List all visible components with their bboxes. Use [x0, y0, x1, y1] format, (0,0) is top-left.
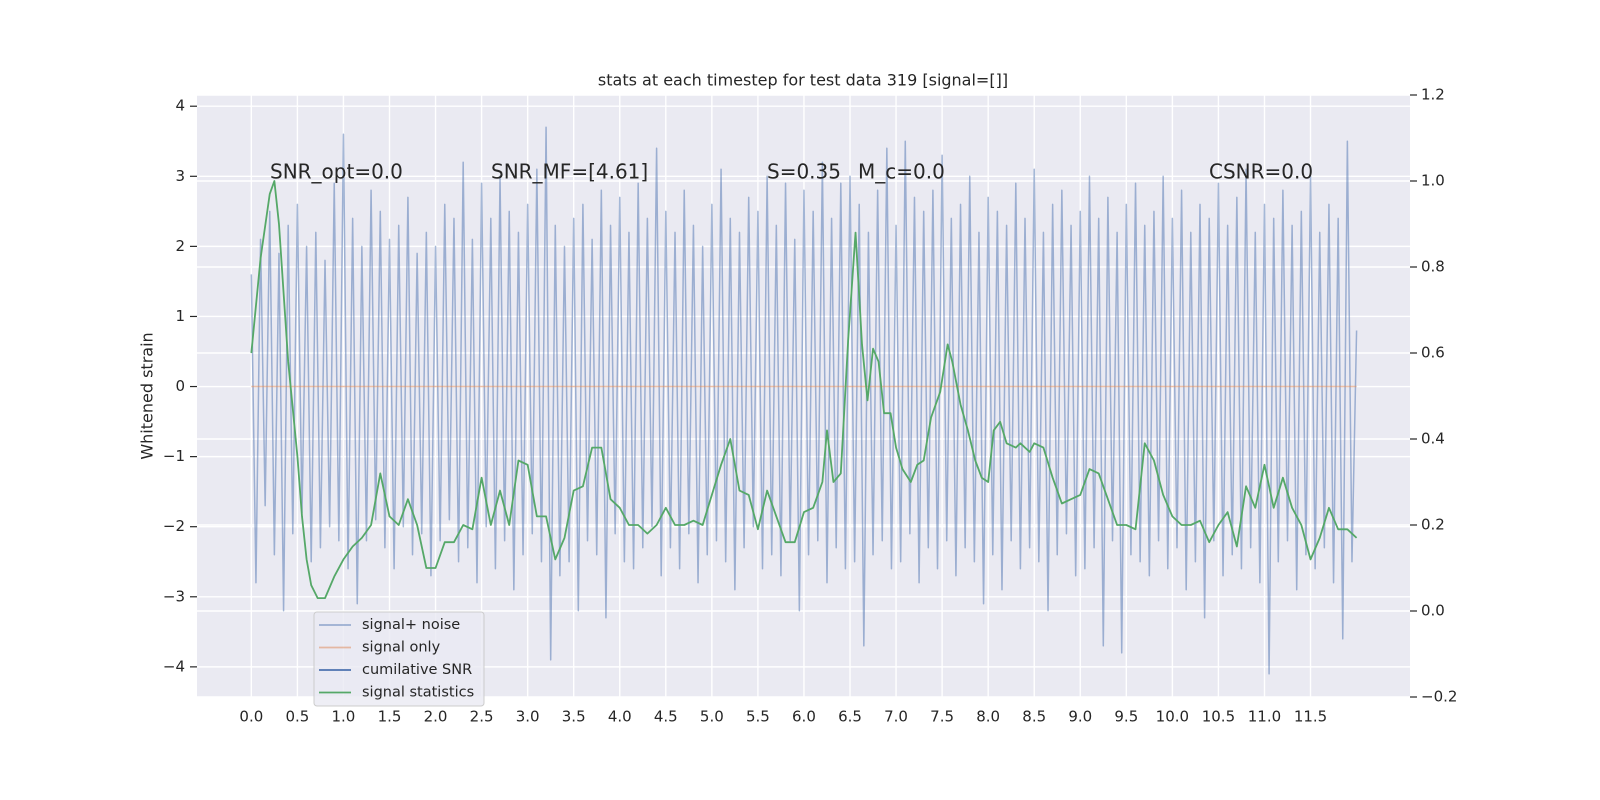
legend-label: signal statistics — [362, 685, 474, 701]
x-tick-label: 10.5 — [1202, 708, 1235, 726]
overlay-layer: −4 −3 −2 −1 0 1 2 3 4 −0.2 0.0 0.2 0.4 0.6 0.8 1.0 1.2 0.… — [163, 86, 1458, 726]
series-line — [250, 126, 1358, 675]
y2-tick-label: 0.0 — [1421, 602, 1445, 620]
x-tick-label: 9.0 — [1068, 708, 1092, 726]
x-tick-label: 3.0 — [516, 708, 540, 726]
legend: signal+ noise signal only cumilative SNR si… — [313, 611, 485, 707]
y-tick-label: −4 — [163, 657, 185, 675]
x-tick-label: 0.0 — [239, 708, 263, 726]
y-tick-label: 1 — [175, 307, 185, 325]
y2-tick-label: 0.6 — [1421, 344, 1445, 362]
x-tick-label: 1.5 — [378, 708, 402, 726]
y-tick-label: 0 — [175, 377, 185, 395]
x-tick-label: 11.5 — [1294, 708, 1327, 726]
y2-tick-label: 1.2 — [1421, 86, 1445, 104]
x-tick-label: 1.0 — [332, 708, 356, 726]
x-tick-label: 0.5 — [285, 708, 309, 726]
y2-tick-label: 0.2 — [1421, 516, 1445, 534]
y-tick-label: −1 — [163, 447, 185, 465]
x-tick-label: 6.0 — [792, 708, 816, 726]
x-tick-label: 5.0 — [700, 708, 724, 726]
x-tick-label: 10.0 — [1156, 708, 1189, 726]
annotation: M_c=0.0 — [858, 160, 945, 184]
legend-label: signal+ noise — [362, 617, 460, 633]
legend-frame — [313, 611, 485, 707]
legend-label: signal only — [362, 640, 441, 656]
y2-tick-label: 0.8 — [1421, 258, 1445, 276]
x-tick-label: 2.5 — [470, 708, 494, 726]
x-tick-label: 7.0 — [884, 708, 908, 726]
x-tick-label: 4.0 — [608, 708, 632, 726]
x-tick-label: 2.0 — [424, 708, 448, 726]
x-tick-label: 5.5 — [746, 708, 770, 726]
y2-tick-label: 1.0 — [1421, 172, 1445, 190]
annotation: SNR_MF=[4.61] — [491, 160, 648, 184]
x-tick-label: 3.5 — [562, 708, 586, 726]
x-tick-label: 4.5 — [654, 708, 678, 726]
plot-layer — [250, 126, 1358, 675]
annotation: S=0.35 — [767, 160, 841, 184]
y-tick-label: 4 — [175, 97, 185, 115]
y2-tick-label: 0.4 — [1421, 430, 1445, 448]
x-tick-label: 8.0 — [976, 708, 1000, 726]
series-line — [250, 180, 1358, 599]
x-tick-label: 9.5 — [1114, 708, 1138, 726]
x-tick-label: 6.5 — [838, 708, 862, 726]
y-tick-label: −3 — [163, 587, 185, 605]
x-tick-label: 11.0 — [1248, 708, 1281, 726]
annotation: SNR_opt=0.0 — [270, 160, 403, 184]
y-axis-label: Whitened strain — [138, 332, 157, 459]
annotation: CSNR=0.0 — [1209, 160, 1313, 184]
x-tick-label: 8.5 — [1022, 708, 1046, 726]
x-tick-label: 7.5 — [930, 708, 954, 726]
legend-label: cumilative SNR — [362, 662, 472, 678]
chart-title: stats at each timestep for test data 319… — [598, 71, 1008, 90]
y-tick-label: 3 — [175, 167, 185, 185]
y-tick-label: −2 — [163, 517, 185, 535]
y-tick-label: 2 — [175, 237, 185, 255]
y2-tick-label: −0.2 — [1421, 688, 1457, 706]
